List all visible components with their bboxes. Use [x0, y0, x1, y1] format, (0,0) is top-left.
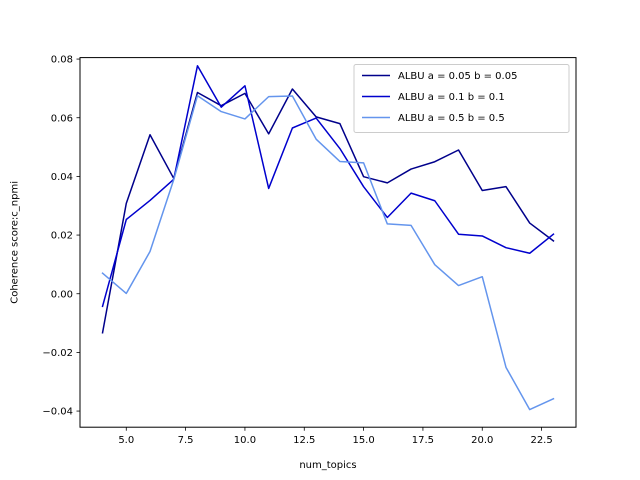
x-axis-ticks: 5.0 7.5 10.0 12.5 15.0 17.5 20.0 22.5	[118, 427, 553, 446]
legend-label: ALBU a = 0.05 b = 0.05	[398, 71, 517, 82]
x-tick-label: 10.0	[234, 435, 256, 446]
x-tick-label: 20.0	[471, 435, 493, 446]
legend: ALBU a = 0.05 b = 0.05 ALBU a = 0.1 b = 0…	[353, 64, 570, 133]
plot-frame	[79, 57, 577, 428]
y-tick-label: 0.02	[51, 231, 73, 242]
x-tick-label: 7.5	[178, 435, 194, 446]
y-tick-label: 0.06	[51, 113, 73, 124]
x-tick-label: 12.5	[293, 435, 315, 446]
x-tick-label: 5.0	[118, 435, 134, 446]
y-tick-label: 0.00	[51, 289, 73, 300]
legend-box	[353, 64, 570, 133]
y-axis-ticks: −0.04 −0.02 0.00 0.02 0.04 0.06 0.08	[42, 55, 80, 418]
y-tick-label: −0.04	[42, 407, 73, 418]
series-line-3	[101, 94, 555, 411]
legend-label: ALBU a = 0.5 b = 0.5	[398, 113, 505, 124]
x-tick-label: 22.5	[530, 435, 552, 446]
x-tick-label: 15.0	[352, 435, 374, 446]
series-lines	[101, 65, 555, 411]
x-tick-label: 17.5	[412, 435, 434, 446]
y-tick-label: 0.08	[51, 55, 73, 66]
x-axis-label: num_topics	[299, 460, 356, 471]
series-line-2	[101, 65, 555, 308]
y-axis-label: Coherence score:c_npmi	[10, 181, 21, 304]
legend-label: ALBU a = 0.1 b = 0.1	[398, 92, 505, 103]
y-tick-label: 0.04	[51, 172, 73, 183]
y-tick-label: −0.02	[42, 348, 73, 359]
